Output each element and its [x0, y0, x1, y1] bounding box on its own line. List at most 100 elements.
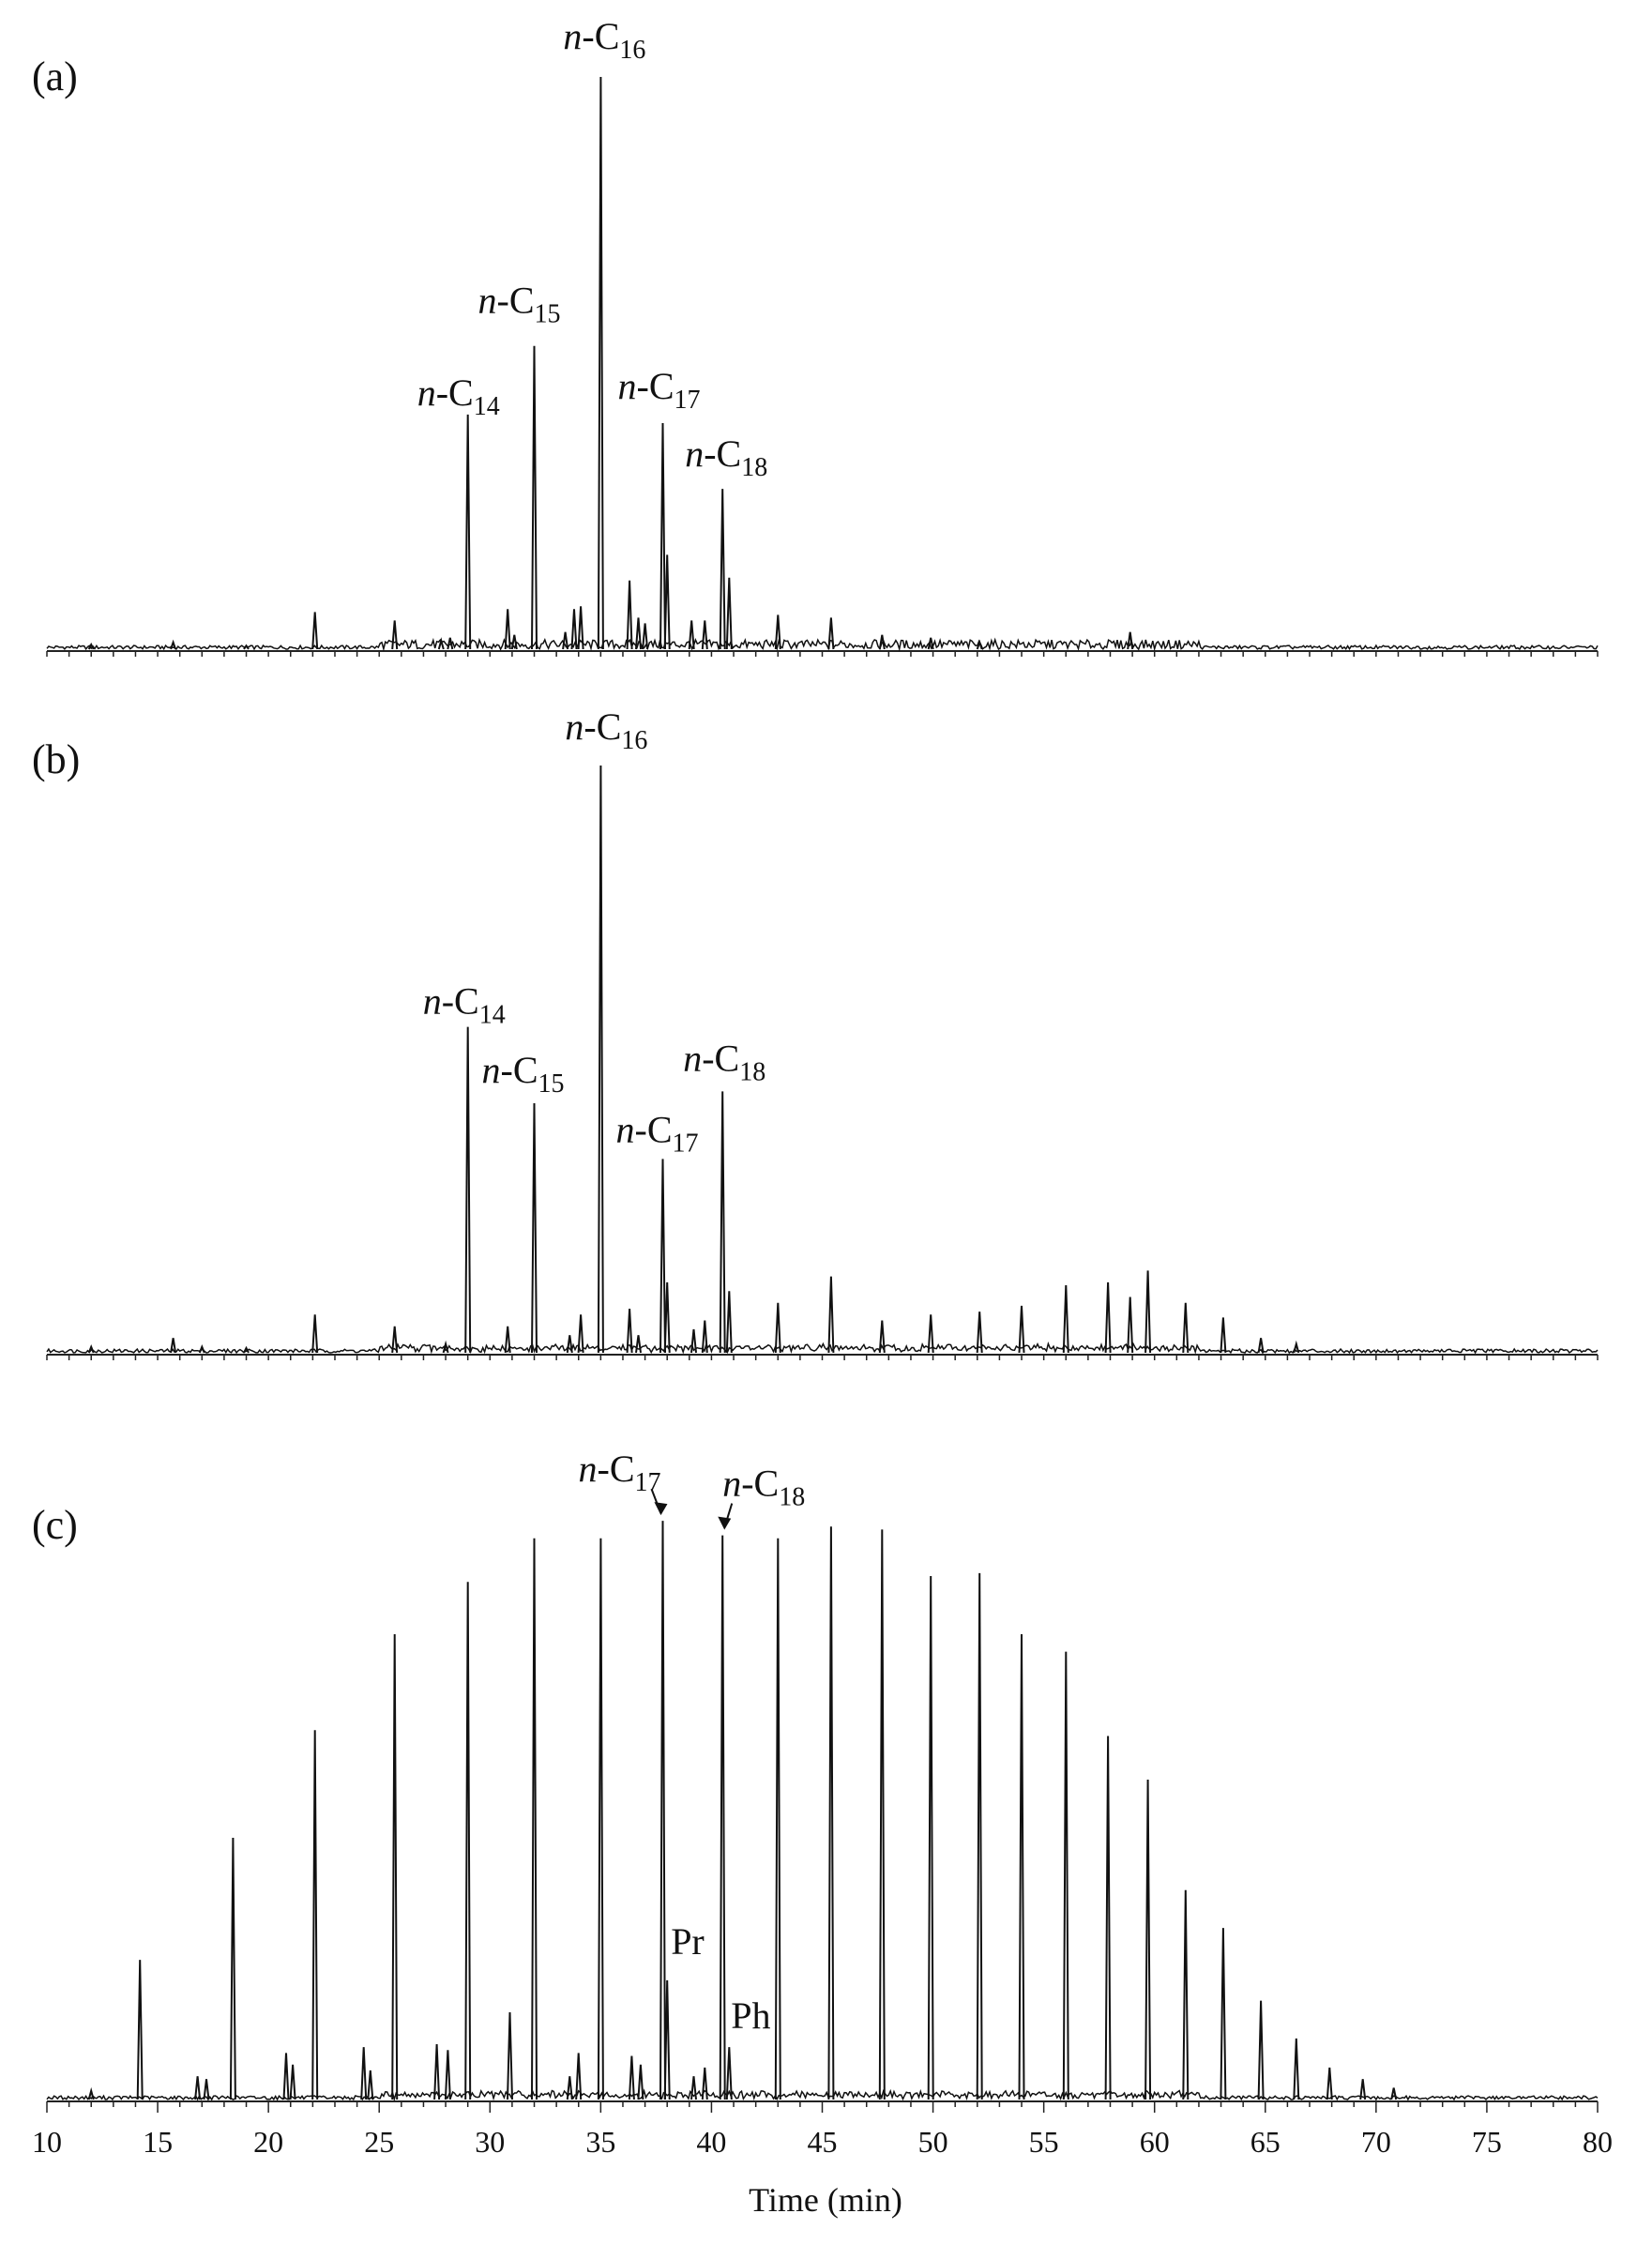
- chromatogram-peak: [1104, 1736, 1112, 2100]
- annotation-subscript: 17: [673, 1129, 699, 1158]
- annotation-main: -C: [442, 980, 479, 1023]
- chromatogram-peak: [1257, 2000, 1265, 2100]
- annotation-arrow-head: [654, 1502, 668, 1516]
- x-tick-label: 30: [475, 2125, 505, 2159]
- x-tick-label: 60: [1140, 2125, 1170, 2159]
- annotation-prefix: n: [565, 705, 584, 748]
- chromatogram-peak: [464, 1026, 472, 1354]
- peak-annotation-c17: n-C17: [618, 365, 701, 415]
- chromatogram-peak: [170, 639, 177, 650]
- annotation-main: -C: [582, 15, 619, 57]
- chromatogram-peak: [878, 1529, 886, 2100]
- chromatogram-peak: [719, 489, 726, 650]
- chromatogram-peak: [570, 609, 578, 650]
- chromatogram-peak: [391, 1633, 399, 2100]
- x-tick-label: 55: [1029, 2125, 1059, 2159]
- chromatogram-peak: [701, 620, 708, 650]
- chromatogram-peak: [1326, 2067, 1333, 2100]
- chromatogram-peak: [725, 2047, 733, 2100]
- chromatogram-peak: [464, 414, 472, 650]
- chromatogram-peak: [87, 2086, 95, 2100]
- annotation-subscript: 18: [779, 1483, 805, 1512]
- chromatogram-peak: [203, 2079, 210, 2100]
- chromatogram-peak: [170, 1338, 177, 1354]
- chromatogram-peak: [976, 1572, 983, 2100]
- chromatogram-peak: [626, 1308, 633, 1354]
- chromatogram-peak: [659, 422, 666, 650]
- annotation-subscript: 17: [635, 1468, 661, 1497]
- annotation-prefix: n: [423, 980, 442, 1023]
- peak-annotation-c17: n-C17: [579, 1448, 661, 1497]
- chromatogram-peak: [437, 637, 445, 650]
- chromatogram-peak: [510, 634, 518, 650]
- chromatogram-peak: [531, 1538, 538, 2100]
- panel-c: (c) 10 15 20 25 30 35 40 45 50 55 60 65 70 75 80n-C17 n…: [32, 1448, 1613, 2219]
- x-tick-label: 65: [1250, 2125, 1281, 2159]
- chromatogram-peak: [1359, 2079, 1367, 2100]
- chromatogram-peak: [87, 1343, 95, 1354]
- annotation-prefix: n: [579, 1448, 598, 1490]
- chromatogram-peak: [635, 1335, 642, 1354]
- annotation-prefix: n: [683, 1037, 702, 1079]
- chromatogram-peak: [690, 1328, 697, 1354]
- peak-annotation-c18: n-C18: [722, 1463, 805, 1512]
- annotation-arrow-head: [718, 1516, 732, 1530]
- chromatogram-peak: [531, 345, 538, 650]
- annotation-subscript: 14: [479, 1001, 506, 1030]
- chromatogram-peak: [927, 1314, 934, 1354]
- chromatogram-peak: [447, 637, 454, 650]
- annotation-main: -C: [584, 705, 621, 748]
- chromatogram-peak: [1018, 1305, 1025, 1354]
- chromatogram-peak: [243, 644, 250, 650]
- chromatogram-peak: [577, 1314, 584, 1354]
- chromatogram-peak: [87, 642, 95, 650]
- peak-annotation-c14: n-C14: [417, 371, 500, 421]
- chromatogram-peak: [243, 1345, 250, 1354]
- chromatogram-peak: [1220, 1317, 1227, 1354]
- x-tick-label: 45: [808, 2125, 838, 2159]
- chromatogram-peak: [774, 614, 781, 650]
- annotation-subscript: 16: [619, 36, 645, 65]
- x-tick-label: 70: [1361, 2125, 1391, 2159]
- baseline-trace: [46, 1342, 1599, 1355]
- peak-annotation-c18: n-C18: [685, 432, 767, 482]
- chromatogram-peak: [626, 580, 633, 650]
- chromatogram-peak: [659, 1159, 666, 1354]
- panel-c-label: (c): [32, 1502, 78, 1548]
- chromatogram-peak: [701, 2067, 708, 2100]
- chromatogram-peak: [1127, 1296, 1134, 1354]
- peak-annotation-ph: Ph: [731, 1994, 770, 2037]
- annotation-prefix: n: [685, 432, 704, 475]
- annotation-main: -C: [702, 1037, 739, 1079]
- annotation-prefix: n: [417, 371, 436, 414]
- chromatogram-peak: [433, 2044, 441, 2100]
- x-tick-label: 80: [1583, 2125, 1613, 2159]
- annotation-main: -C: [501, 1049, 538, 1091]
- annotation-prefix: n: [482, 1049, 501, 1091]
- chromatogram-peak: [642, 623, 649, 650]
- chromatogram-peak: [562, 631, 569, 650]
- chromatogram-peak: [464, 1582, 472, 2100]
- peak-annotation-c16: n-C16: [563, 15, 645, 65]
- chromatogram-peak: [1220, 1928, 1227, 2100]
- chromatogram-peak: [1062, 1651, 1069, 2100]
- chromatogram-peak: [1127, 631, 1134, 650]
- chromatogram-peak: [597, 1538, 604, 2100]
- x-tick-label: 25: [364, 2125, 394, 2159]
- chromatogram-peak: [725, 577, 733, 650]
- annotation-subscript: 16: [621, 726, 647, 755]
- chromatogram-peak: [391, 620, 399, 650]
- chromatogram-peak: [360, 2047, 368, 2100]
- x-tick-label: 15: [143, 2125, 173, 2159]
- chromatogram-peak: [878, 1320, 886, 1354]
- annotation-main: -C: [704, 432, 741, 475]
- chromatogram-peak: [1293, 1340, 1300, 1354]
- chromatogram-peak: [690, 2076, 697, 2100]
- annotation-main: Pr: [671, 1920, 705, 1963]
- chromatogram-peak: [229, 1837, 236, 2100]
- chromatogram-peak: [391, 1326, 399, 1354]
- chromatogram-peak: [367, 2070, 374, 2100]
- chromatogram-peak: [194, 2076, 202, 2100]
